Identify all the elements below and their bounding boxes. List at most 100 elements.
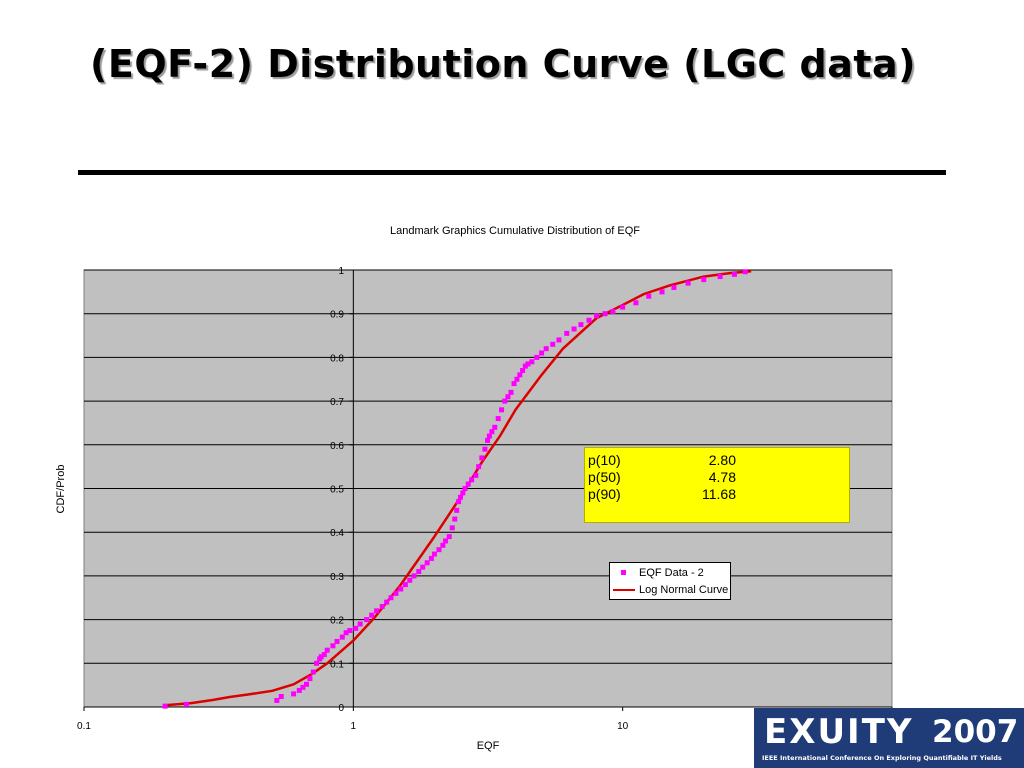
data-point [486,433,492,439]
data-point [436,547,442,553]
data-point [550,341,556,347]
data-point [374,608,380,614]
data-point [492,424,498,430]
data-point [384,599,390,605]
percentile-value: 11.68 [702,486,736,502]
data-point [659,289,665,295]
data-point [564,330,570,336]
data-point [291,691,297,697]
logo-year: 2007 [932,714,1019,750]
data-point [485,437,491,443]
x-tick-label: 1 [351,721,357,732]
conference-logo: EXUITY 2007 IEEE International Conferenc… [754,708,1024,768]
chart-title: Landmark Graphics Cumulative Distributio… [390,225,640,237]
y-tick-label: 0 [338,703,344,714]
data-point [556,337,562,343]
logo-subtitle: IEEE International Conference On Explori… [762,754,1002,762]
y-tick-label: 0.4 [330,528,344,539]
percentile-row-p10: p(10) 2.80 [588,452,849,469]
data-point [454,507,460,513]
x-tick-label: 10 [617,721,629,732]
data-point [307,676,313,682]
data-point [633,300,639,306]
line-swatch-icon [613,589,635,591]
data-point [369,612,375,618]
percentile-box: p(10) 2.80 p(50) 4.78 p(90) 11.68 [584,447,850,523]
data-point [343,630,349,636]
data-point [539,350,545,356]
percentile-row-p90: p(90) 11.68 [588,486,849,503]
data-point [469,477,475,483]
data-point [685,280,691,286]
y-tick-label: 0.5 [330,485,344,496]
data-point [473,472,479,478]
data-point [460,490,466,496]
data-point [393,590,399,596]
square-marker-icon [621,570,626,575]
legend-label: Log Normal Curve [639,584,729,596]
percentile-label: p(90) [588,486,621,502]
data-point [502,398,508,404]
data-point [449,525,455,531]
data-point [162,703,168,709]
data-point [534,354,540,360]
x-tick-label: 0.1 [77,721,91,732]
data-point [300,684,306,690]
data-point [324,647,330,653]
data-point [424,560,430,566]
data-point [482,446,488,452]
data-point [458,494,464,500]
percentile-label: p(50) [588,469,621,485]
data-point [310,669,316,675]
data-point [514,376,520,382]
data-point [353,625,359,631]
y-tick-label: 0.2 [330,616,344,627]
data-point [440,542,446,548]
data-point [610,309,616,315]
data-point [520,368,526,374]
data-point [586,317,592,323]
data-point [495,416,501,422]
data-point [479,455,485,461]
data-point [525,361,531,367]
data-point [398,586,404,592]
logo-word: EXUITY [764,712,914,752]
data-point [594,313,600,319]
y-tick-label: 0.1 [330,659,344,670]
data-point [671,284,677,290]
data-point [388,595,394,601]
data-point [296,687,302,693]
data-point [701,277,707,283]
log-normal-curve-line [164,270,752,707]
data-point [364,617,370,623]
legend-label: EQF Data - 2 [639,567,704,579]
data-point [452,516,458,522]
data-point [420,564,426,570]
data-point [476,464,482,470]
data-point [443,538,449,544]
chart-legend: EQF Data - 2 Log Normal Curve [609,562,731,600]
data-point [717,274,723,280]
y-tick-label: 0.3 [330,572,344,583]
data-point [183,701,189,707]
data-point [357,621,363,627]
title-underline [78,170,946,175]
data-point [314,660,320,666]
data-point [330,643,336,649]
y-tick-label: 0.8 [330,353,344,364]
data-point [334,638,340,644]
y-tick-label: 0.7 [330,397,344,408]
data-point [602,311,608,317]
y-axis: 0 0.1 0.2 0.3 0.4 0.5 0.6 0.7 0.8 0.9 1 [330,266,354,714]
data-point [446,534,452,540]
data-point [578,322,584,328]
data-point [522,363,528,369]
data-point [517,372,523,378]
data-point [489,429,495,435]
percentile-label: p(10) [588,452,621,468]
data-point [508,389,514,395]
y-tick-label: 0.6 [330,441,344,452]
data-point [402,582,408,588]
slide-title: (EQF-2) Distribution Curve (LGC data) [90,42,917,86]
